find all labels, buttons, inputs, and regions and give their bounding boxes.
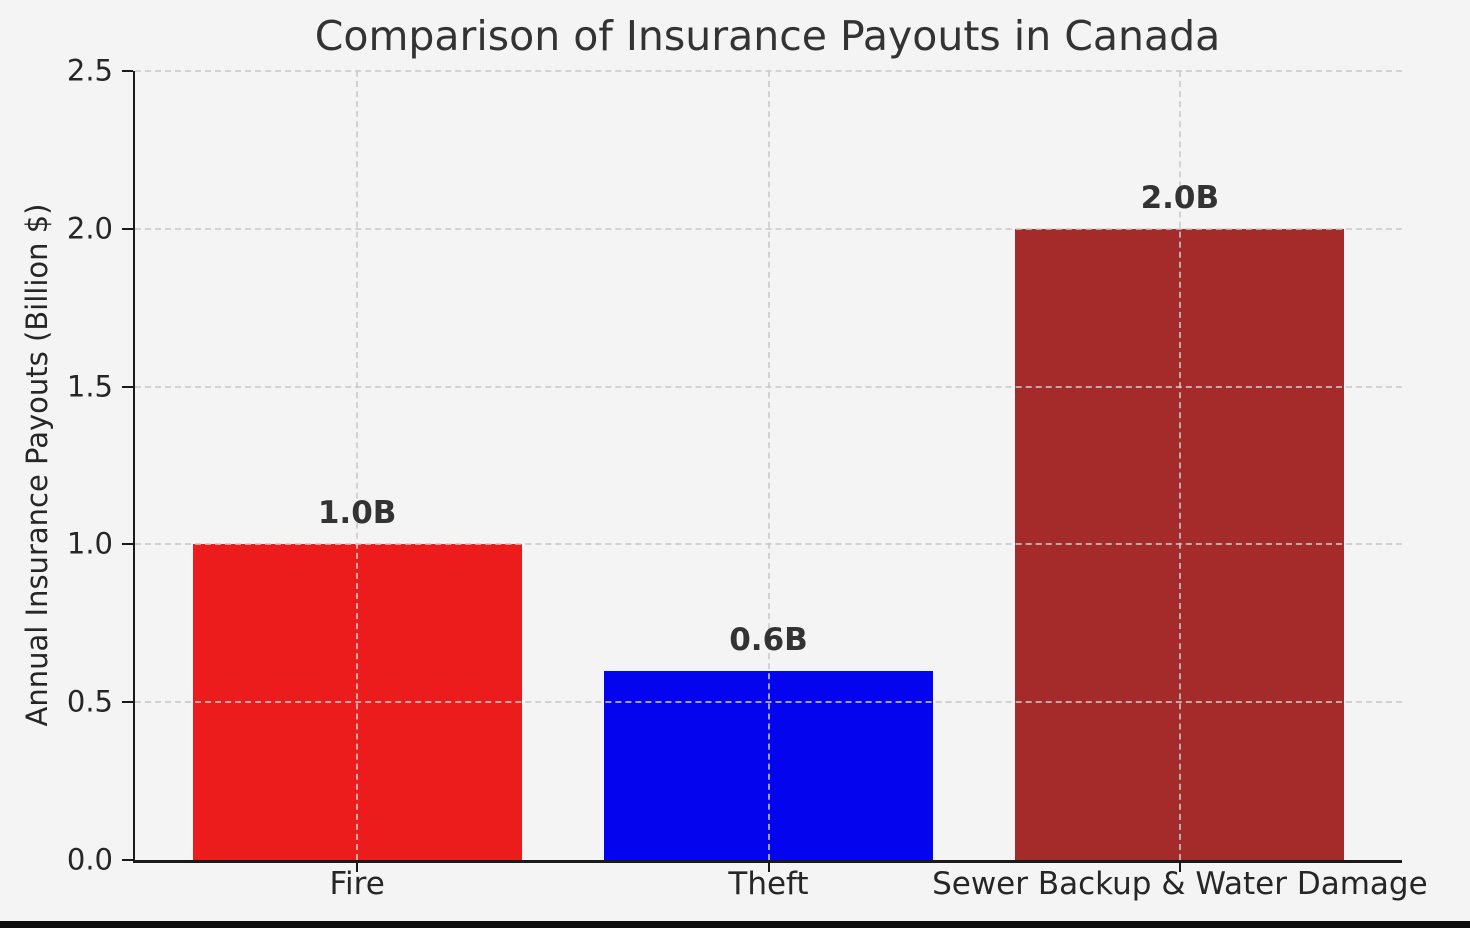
y-axis-label: Annual Insurance Payouts (Billion $) — [20, 203, 54, 727]
bottom-border — [0, 921, 1470, 928]
y-tick-mark — [122, 70, 133, 72]
plot-area: 0.0 0.5 1.0 1.5 2.0 2.5 1.0B Fire 0.6B Theft 2.0B S… — [67, 56, 1428, 900]
x-tick-mark — [767, 863, 770, 872]
chart-title: Comparison of Insurance Payouts in Canad… — [314, 12, 1221, 60]
y-tick-label: 2.5 — [66, 53, 113, 88]
x-tick-label: Theft — [728, 866, 809, 902]
bar-value-label: 2.0B — [1140, 179, 1220, 216]
bar-value-label: 1.0B — [317, 495, 397, 532]
y-tick-mark — [122, 385, 133, 388]
bar-fire — [192, 544, 522, 860]
y-tick-mark — [122, 701, 133, 704]
y-tick-mark — [122, 543, 133, 546]
bar-sewer-backup-water-damage — [1015, 228, 1345, 860]
y-tick-label: 1.5 — [66, 369, 113, 404]
y-tick-label: 0.0 — [66, 842, 113, 877]
horizontal-gridline — [135, 70, 1402, 72]
bar-theft — [603, 670, 934, 860]
y-tick-label: 0.5 — [66, 684, 113, 719]
x-tick-mark — [1178, 863, 1181, 872]
bar-value-label: 0.6B — [729, 621, 808, 658]
y-tick-mark — [122, 227, 133, 230]
y-tick-label: 1.0 — [66, 526, 113, 561]
y-tick-label: 2.0 — [66, 211, 113, 246]
x-tick-label: Sewer Backup & Water Damage — [932, 866, 1428, 902]
x-tick-mark — [356, 863, 359, 872]
y-tick-mark — [122, 859, 133, 861]
x-tick-label: Fire — [329, 866, 385, 902]
